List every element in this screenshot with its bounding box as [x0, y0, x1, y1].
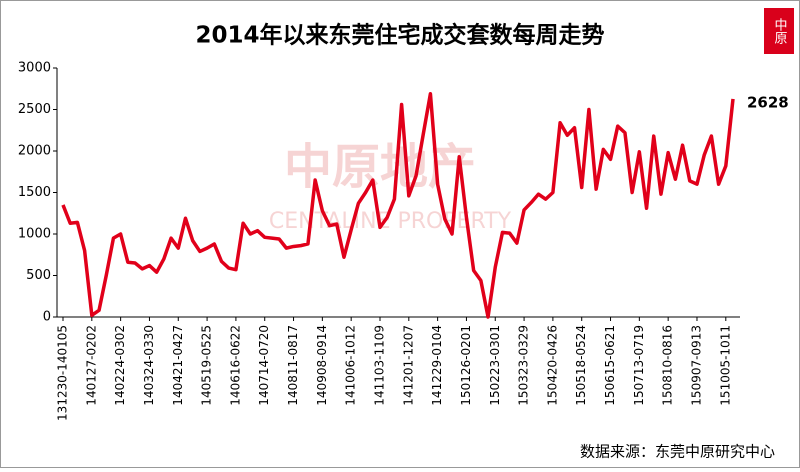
logo-box: [764, 8, 794, 54]
x-tick-label: 141103-1109: [372, 325, 386, 406]
x-tick-label: 140811-0817: [286, 325, 300, 406]
x-tick-label: 150907-0913: [689, 325, 703, 406]
x-tick-label: 150323-0329: [517, 325, 531, 406]
chart-title: 2014年以来东莞住宅成交套数每周走势: [195, 22, 604, 49]
x-tick-label: 150518-0524: [574, 325, 588, 406]
x-tick-label: 150126-0201: [459, 325, 473, 406]
x-tick-label: 151005-1011: [718, 325, 732, 406]
data-label: 2628: [747, 93, 789, 111]
y-tick-label: 1000: [18, 227, 51, 242]
x-tick-label: 150615-0621: [603, 325, 617, 406]
x-tick-label: 140908-0914: [315, 325, 329, 406]
y-tick-label: 3000: [18, 61, 51, 76]
x-tick-label: 140616-0622: [228, 325, 242, 406]
x-tick-label: 140224-0302: [113, 325, 127, 406]
source: 数据来源：东莞中原研究中心: [580, 443, 775, 461]
logo: 中原: [772, 18, 788, 44]
x-tick-label: 150713-0719: [632, 325, 646, 406]
x-tick-label: 140421-0427: [171, 325, 185, 406]
x-tick-label: 150223-0301: [488, 325, 502, 406]
x-tick-label: 131230-140105: [56, 325, 70, 421]
y-tick-label: 500: [26, 268, 51, 283]
x-tick-label: 141006-1012: [344, 325, 358, 406]
x-tick-label: 140714-0720: [257, 325, 271, 406]
series-line: [61, 91, 735, 319]
x-tick-label: 150420-0426: [545, 325, 559, 406]
x-tick-label: 150810-0816: [661, 325, 675, 406]
y-tick-label: 2500: [18, 102, 51, 117]
y-tick-label: 1500: [18, 185, 51, 200]
x-tick-label: 141229-0104: [430, 325, 444, 406]
y-tick-label: 0: [43, 310, 51, 325]
x-tick-label: 140324-0330: [142, 325, 156, 406]
x-tick-label: 141201-1207: [401, 325, 415, 406]
y-tick-label: 2000: [18, 144, 51, 159]
x-tick-label: 140127-0202: [84, 325, 98, 406]
x-tick-label: 140519-0525: [200, 325, 214, 406]
